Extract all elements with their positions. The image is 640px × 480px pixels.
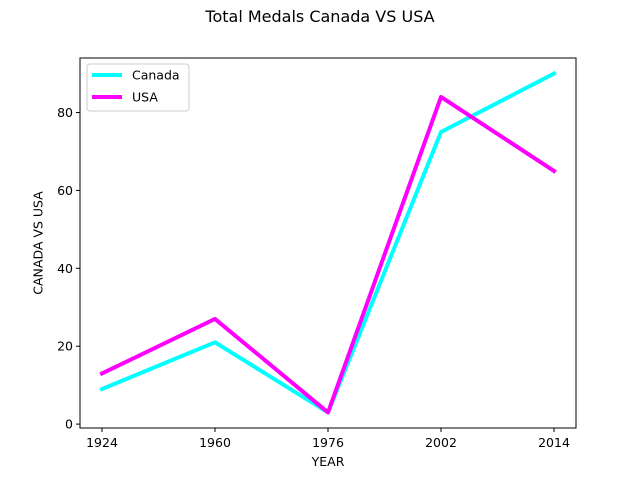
legend-label-canada: Canada [132, 68, 180, 83]
y-tick-label: 0 [65, 417, 73, 432]
legend-label-usa: USA [132, 90, 158, 105]
x-axis-label: YEAR [311, 454, 345, 469]
y-tick-label: 80 [57, 105, 73, 120]
series-line-usa [99, 94, 557, 415]
x-tick-label: 1960 [199, 435, 231, 450]
y-tick-label: 60 [57, 183, 73, 198]
y-tick-label: 40 [57, 261, 73, 276]
chart-title: Total Medals Canada VS USA [205, 7, 435, 26]
x-tick-label: 1924 [86, 435, 118, 450]
legend: Canada USA [86, 63, 190, 112]
x-tick-label: 1976 [312, 435, 344, 450]
y-tick-label: 20 [57, 339, 73, 354]
x-tick-label: 2002 [425, 435, 457, 450]
x-tick-label: 2014 [538, 435, 570, 450]
plot-frame [79, 57, 577, 429]
